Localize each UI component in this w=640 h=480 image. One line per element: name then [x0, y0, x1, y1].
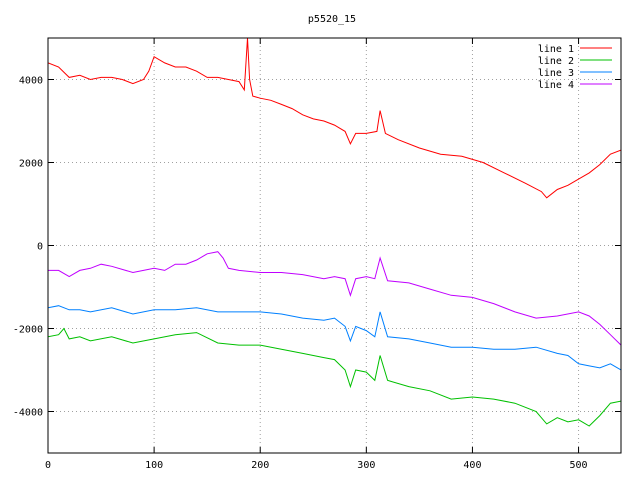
legend-label: line 2 [538, 56, 574, 67]
series-line-4 [48, 251, 621, 346]
x-tick-label: 100 [145, 460, 163, 471]
grid-lines [48, 38, 621, 453]
x-tick-label: 200 [251, 460, 269, 471]
legend-label: line 1 [538, 44, 574, 55]
y-tick-label: -4000 [13, 408, 43, 419]
legend-label: line 4 [538, 80, 574, 91]
legend-label: line 3 [538, 68, 574, 79]
x-tick-label: 400 [463, 460, 481, 471]
y-tick-label: 0 [37, 242, 43, 253]
x-tick-label: 500 [570, 460, 588, 471]
x-tick-label: 300 [357, 460, 375, 471]
y-tick-label: -2000 [13, 325, 43, 336]
x-tick-label: 0 [45, 460, 51, 471]
series-line-2 [48, 327, 621, 427]
series-line-3 [48, 305, 621, 371]
chart-title: p5520_15 [308, 14, 356, 25]
y-tick-label: 2000 [19, 159, 43, 170]
plot-frame [47, 37, 622, 454]
axis-ticks: 0 100 200 300 400 500 -4000 -2000 0 2000 4000 [13, 38, 621, 471]
y-tick-label: 4000 [19, 76, 43, 87]
series-line-1 [48, 38, 621, 199]
series-lines [48, 38, 621, 427]
